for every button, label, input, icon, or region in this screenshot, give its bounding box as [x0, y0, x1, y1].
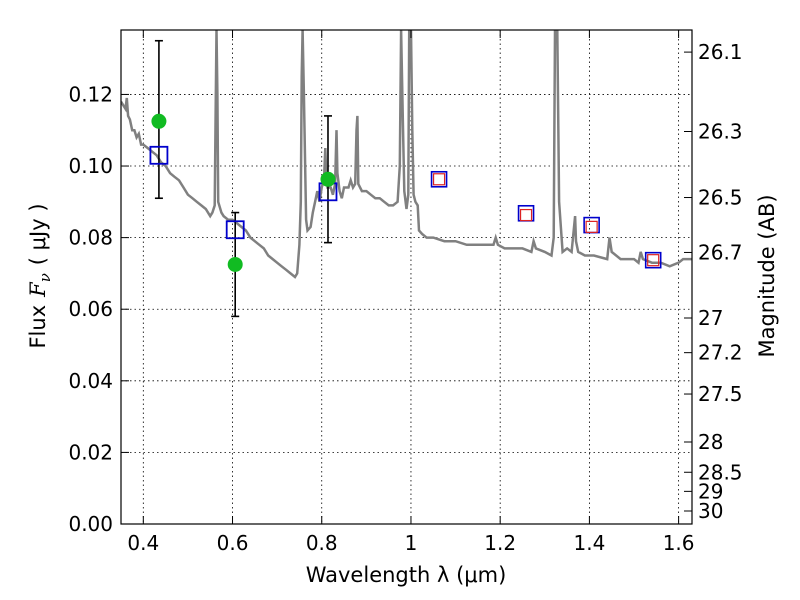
plot-frame	[120, 29, 693, 525]
red-square-point	[585, 220, 598, 233]
x-tick-label: 1.6	[663, 531, 695, 555]
y2-tick-label: 26.7	[698, 240, 743, 264]
y-axis-label: Flux Fν ( μJy )	[26, 203, 54, 348]
blue-square-point	[644, 251, 662, 269]
model-photometry-blue	[149, 145, 662, 269]
y-tick-label: 0.04	[68, 369, 113, 393]
y-axis-label-symbol: F	[26, 281, 50, 298]
x-tick-label: 0.6	[217, 531, 249, 555]
model-spectrum-line	[121, 30, 692, 279]
y-axis-label-subscript: ν	[36, 273, 54, 282]
y2-tick-label: 27.5	[698, 382, 743, 406]
y2-axis-label: Magnitude (AB)	[755, 194, 779, 357]
green-observed-point	[227, 256, 243, 272]
y-axis-label-prefix: Flux	[26, 305, 50, 349]
red-square-point	[519, 208, 533, 222]
y-tick-label: 0.10	[68, 154, 113, 178]
y2-tick-label: 26.5	[698, 186, 743, 210]
plot-area	[121, 30, 692, 318]
y2-tick-label: 27.2	[698, 341, 743, 365]
model-photometry-red	[432, 173, 660, 267]
y-tick-label: 0.02	[68, 440, 113, 464]
red-square-point	[647, 254, 660, 267]
x-tick-label: 0.4	[127, 531, 159, 555]
blue-square-point	[149, 145, 169, 165]
green-observed-point	[320, 171, 336, 187]
axis-ticks: 0.4 0.6 0.8 1 1.2 1.4 1.6 0.00 0.02 0.04 0.06 0.08 0…	[68, 30, 743, 555]
y-tick-label: 0.12	[68, 82, 113, 106]
y-tick-label: 0.00	[68, 512, 113, 536]
x-tick-label: 1.4	[573, 531, 605, 555]
y2-tick-label: 26.1	[698, 40, 743, 64]
x-tick-label: 0.8	[306, 531, 338, 555]
y2-tick-label: 28.5	[698, 460, 743, 484]
blue-square-point	[225, 220, 245, 240]
y2-tick-label: 28	[698, 430, 723, 454]
green-observed-point	[151, 113, 167, 129]
red-square-point	[432, 173, 446, 186]
y2-tick-label: 29	[698, 479, 723, 503]
x-tick-label: 1.2	[484, 531, 516, 555]
y2-tick-label: 27	[698, 306, 723, 330]
y-tick-label: 0.06	[68, 297, 113, 321]
x-tick-label: 1	[405, 531, 418, 555]
blue-square-point	[430, 170, 448, 188]
y-axis-label-unit: ( μJy )	[26, 203, 50, 265]
y2-tick-label: 30	[698, 499, 723, 523]
x-axis-label: Wavelength λ (μm)	[306, 563, 507, 587]
observed-photometry	[151, 113, 336, 272]
y2-tick-label: 26.3	[698, 119, 743, 143]
y-tick-label: 0.08	[68, 226, 113, 250]
